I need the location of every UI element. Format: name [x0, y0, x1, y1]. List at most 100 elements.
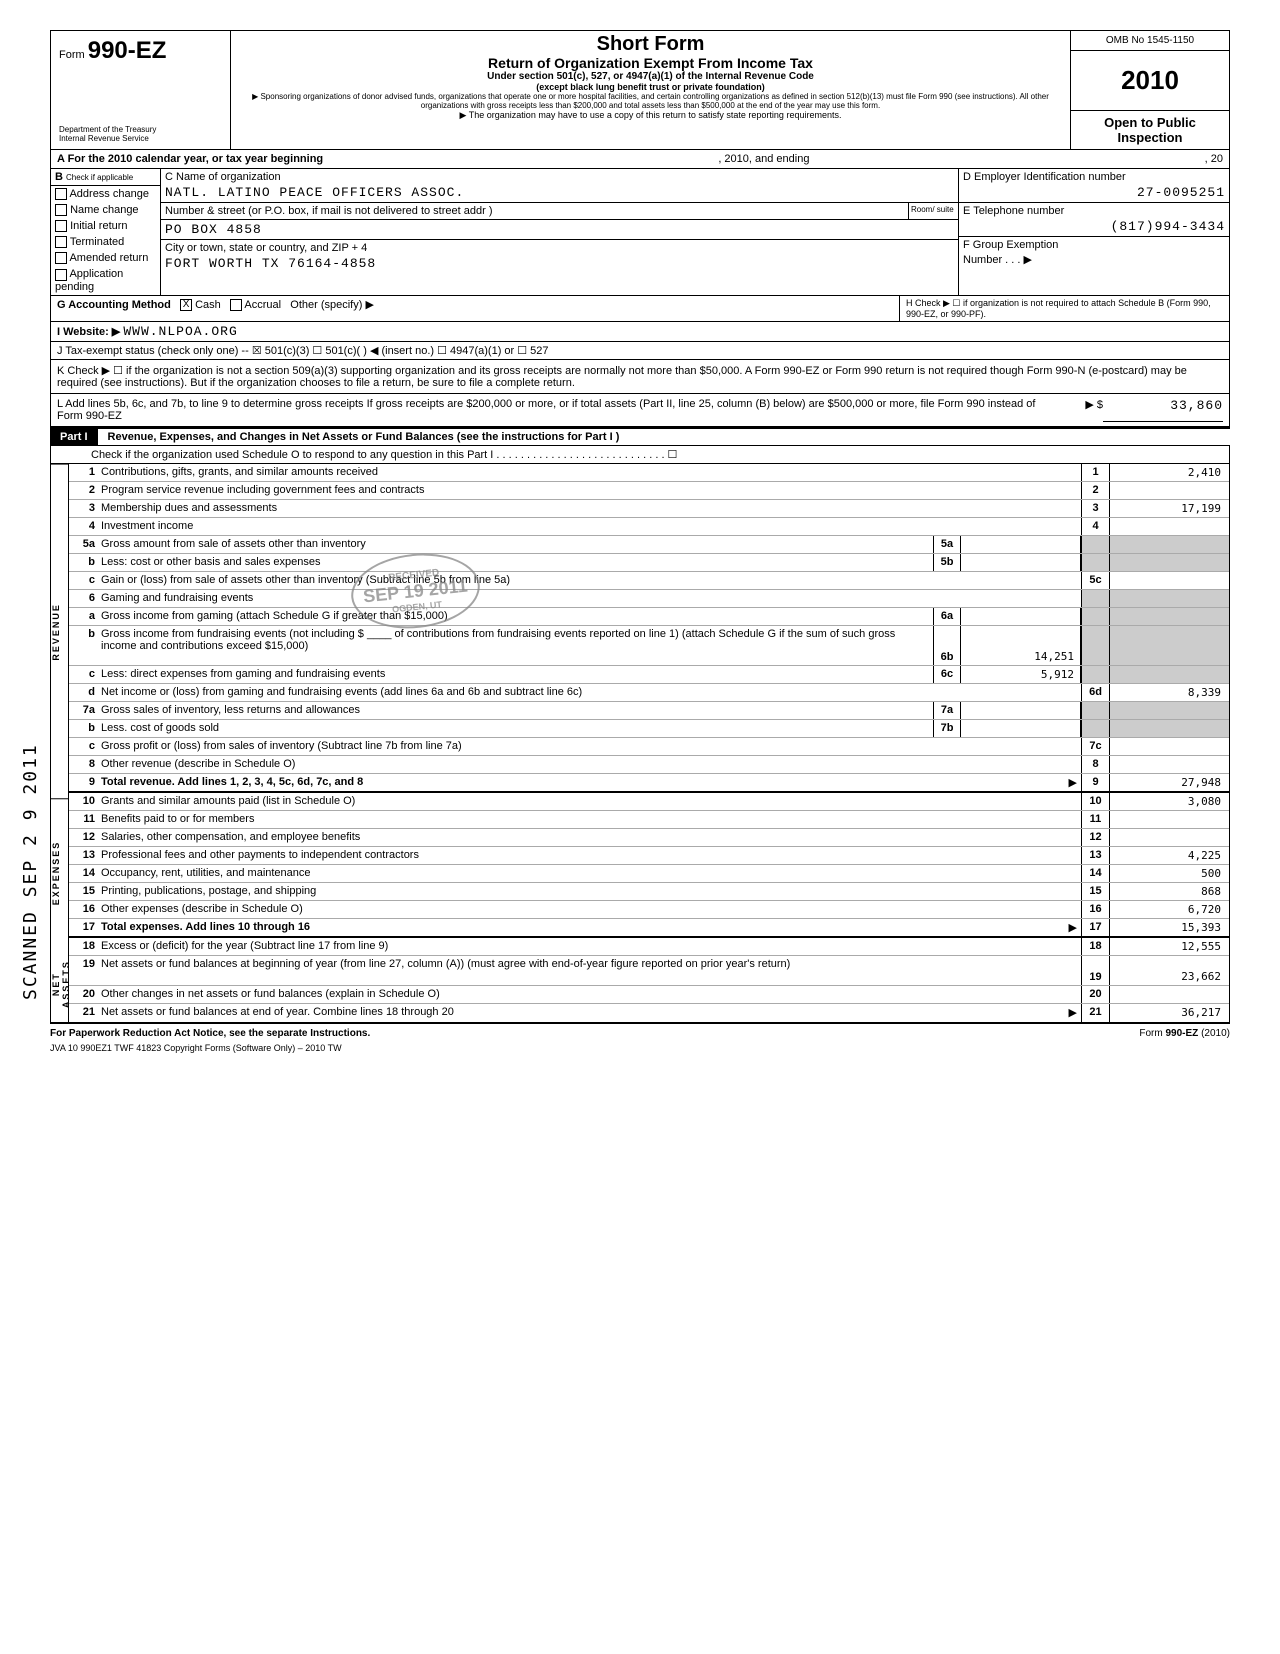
row-6c: cLess: direct expenses from gaming and f… — [69, 666, 1229, 684]
sn6a: 6a — [933, 608, 961, 625]
t20: Other changes in net assets or fund bala… — [97, 986, 1081, 1003]
row-5c: cGain or (loss) from sale of assets othe… — [69, 572, 1229, 590]
shv5b — [1109, 554, 1229, 571]
block-def: D Employer Identification number 27-0095… — [959, 169, 1229, 295]
rv10: 3,080 — [1109, 793, 1229, 810]
sv5b — [961, 554, 1081, 571]
addr-label: Number & street (or P.O. box, if mail is… — [161, 203, 908, 219]
rv1: 2,410 — [1109, 464, 1229, 481]
shv7a — [1109, 702, 1229, 719]
row-15: 15Printing, publications, postage, and s… — [69, 883, 1229, 901]
scanned-side-text: SCANNED SEP 2 9 2011 — [20, 743, 41, 1000]
title-box: Short Form Return of Organization Exempt… — [230, 30, 1070, 150]
sh6a — [1081, 608, 1109, 625]
t12: Salaries, other compensation, and employ… — [97, 829, 1081, 846]
rn11: 11 — [1081, 811, 1109, 828]
copy-note: ▶ The organization may have to use a cop… — [241, 110, 1060, 121]
t8: Other revenue (describe in Schedule O) — [97, 756, 1081, 773]
sn6b: 6b — [933, 626, 961, 665]
opt-3: Terminated — [70, 236, 124, 248]
chk-terminated[interactable] — [55, 236, 67, 248]
right-box: OMB No 1545-1150 2010 Open to Public Ins… — [1070, 30, 1230, 150]
sn6c: 6c — [933, 666, 961, 683]
t7b: Less. cost of goods sold — [97, 720, 933, 737]
t13: Professional fees and other payments to … — [97, 847, 1081, 864]
row-11: 11Benefits paid to or for members11 — [69, 811, 1229, 829]
chk-initial[interactable] — [55, 220, 67, 232]
rn7c: 7c — [1081, 738, 1109, 755]
title-sub3: (except black lung benefit trust or priv… — [241, 82, 1060, 92]
rn8: 8 — [1081, 756, 1109, 773]
city: FORT WORTH TX 76164-4858 — [161, 256, 958, 273]
t15: Printing, publications, postage, and shi… — [97, 883, 1081, 900]
n9: 9 — [69, 774, 97, 791]
n18: 18 — [69, 938, 97, 955]
chk-accrual[interactable] — [230, 299, 242, 311]
n3: 3 — [69, 500, 97, 517]
title-sub2: Under section 501(c), 527, or 4947(a)(1)… — [241, 71, 1060, 82]
chk-name[interactable] — [55, 204, 67, 216]
line-a-mid: , 2010, and ending — [323, 153, 1205, 165]
rn19: 19 — [1081, 956, 1109, 985]
t6: Gaming and fundraising events — [97, 590, 1081, 607]
sh5a — [1081, 536, 1109, 553]
rv13: 4,225 — [1109, 847, 1229, 864]
n7c: c — [69, 738, 97, 755]
ein: 27-0095251 — [959, 185, 1229, 203]
rn16: 16 — [1081, 901, 1109, 918]
sv6b: 14,251 — [961, 626, 1081, 665]
opt-1: Name change — [70, 204, 139, 216]
rv5c — [1109, 572, 1229, 589]
n1: 1 — [69, 464, 97, 481]
line-a-text: A For the 2010 calendar year, or tax yea… — [57, 153, 323, 165]
ar21: ▶ — [1069, 1006, 1077, 1019]
n6: 6 — [69, 590, 97, 607]
rn17: 17 — [1081, 919, 1109, 936]
phone: (817)994-3434 — [959, 219, 1229, 237]
row-4: 4Investment income4 — [69, 518, 1229, 536]
rn10: 10 — [1081, 793, 1109, 810]
rows-column: 1Contributions, gifts, grants, and simil… — [69, 464, 1229, 1022]
rv3: 17,199 — [1109, 500, 1229, 517]
row-20: 20Other changes in net assets or fund ba… — [69, 986, 1229, 1004]
chk-amended[interactable] — [55, 252, 67, 264]
sh7b — [1081, 720, 1109, 737]
c-label: C Name of organization — [161, 169, 958, 185]
rv6d: 8,339 — [1109, 684, 1229, 701]
opt-0: Address change — [69, 188, 149, 200]
sn5a: 5a — [933, 536, 961, 553]
sv6c: 5,912 — [961, 666, 1081, 683]
chk-cash[interactable]: X — [180, 299, 192, 311]
sv6a — [961, 608, 1081, 625]
t10: Grants and similar amounts paid (list in… — [97, 793, 1081, 810]
n6d: d — [69, 684, 97, 701]
rn4: 4 — [1081, 518, 1109, 535]
form-number-box: Form 990-EZ Department of the Treasury I… — [50, 30, 230, 150]
assets-label: NET ASSETS — [51, 947, 69, 1021]
rv9: 27,948 — [1109, 774, 1229, 791]
footer: For Paperwork Reduction Act Notice, see … — [50, 1023, 1230, 1039]
rv11 — [1109, 811, 1229, 828]
title-sub1: Return of Organization Exempt From Incom… — [241, 56, 1060, 71]
chk-address[interactable] — [55, 188, 67, 200]
n10: 10 — [69, 793, 97, 810]
part1-title: Revenue, Expenses, and Changes in Net As… — [98, 429, 630, 445]
footer-left: For Paperwork Reduction Act Notice, see … — [50, 1028, 370, 1039]
n21: 21 — [69, 1004, 97, 1022]
rn1: 1 — [1081, 464, 1109, 481]
part1-label: Part I — [50, 429, 98, 445]
dept-label: Department of the Treasury — [59, 125, 222, 134]
rn18: 18 — [1081, 938, 1109, 955]
t7c: Gross profit or (loss) from sales of inv… — [97, 738, 1081, 755]
footer-jva: JVA 10 990EZ1 TWF 41823 Copyright Forms … — [50, 1039, 1230, 1053]
rv20 — [1109, 986, 1229, 1003]
title-main: Short Form — [241, 33, 1060, 56]
t16: Other expenses (describe in Schedule O) — [97, 901, 1081, 918]
chk-pending[interactable] — [55, 269, 67, 281]
row-10: 10Grants and similar amounts paid (list … — [69, 793, 1229, 811]
row-8: 8Other revenue (describe in Schedule O)8 — [69, 756, 1229, 774]
line-gh: G Accounting Method X Cash Accrual Other… — [50, 296, 1230, 322]
rn6d: 6d — [1081, 684, 1109, 701]
f-sub: Number . . . ▶ — [959, 253, 1229, 268]
rv19: 23,662 — [1109, 956, 1229, 985]
